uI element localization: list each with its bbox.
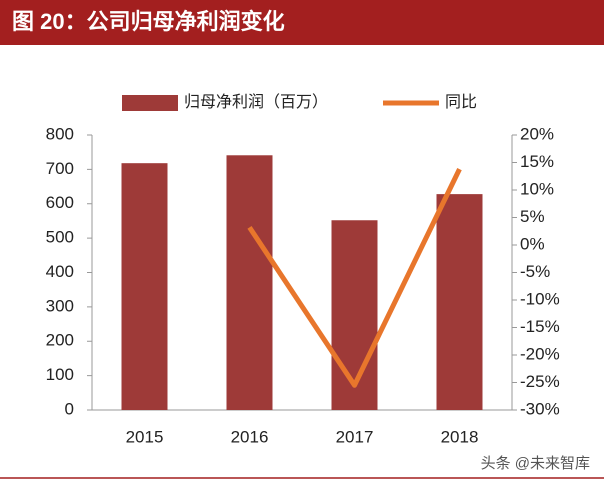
y2-tick-label: -5% xyxy=(520,262,550,281)
watermark: 头条 @未来智库 xyxy=(481,454,590,472)
x-tick-label: 2017 xyxy=(336,427,374,446)
legend-swatch xyxy=(122,95,178,111)
y-tick-label: 0 xyxy=(65,399,74,418)
bar xyxy=(331,220,378,410)
y2-tick-label: 15% xyxy=(520,152,554,171)
x-tick-label: 2016 xyxy=(231,427,269,446)
x-tick-label: 2015 xyxy=(126,427,164,446)
legend-label: 同比 xyxy=(445,93,477,111)
x-tick-label: 2018 xyxy=(441,427,479,446)
y-tick-label: 200 xyxy=(46,331,74,350)
y-tick-label: 100 xyxy=(46,365,74,384)
y2-tick-label: 20% xyxy=(520,124,554,143)
line xyxy=(247,168,462,388)
y-tick-label: 400 xyxy=(46,262,74,281)
y2-tick-label: -10% xyxy=(520,289,560,308)
y-tick-label: 800 xyxy=(46,124,74,143)
y2-tick-label: 5% xyxy=(520,207,545,226)
bar xyxy=(436,194,483,410)
title-bar xyxy=(0,0,604,45)
y2-tick-label: -25% xyxy=(520,372,560,391)
y2-tick-label: -30% xyxy=(520,399,560,418)
bar xyxy=(226,155,273,410)
title: 图 20：公司归母净利润变化 xyxy=(12,9,285,34)
bar xyxy=(121,163,168,410)
y-tick-label: 300 xyxy=(46,296,74,315)
y2-tick-label: 0% xyxy=(520,234,545,253)
y-tick-label: 700 xyxy=(46,159,74,178)
legend-label: 归母净利润（百万） xyxy=(184,93,328,111)
y2-tick-label: 10% xyxy=(520,179,554,198)
y2-tick-label: -15% xyxy=(520,317,560,336)
y-tick-label: 500 xyxy=(46,228,74,247)
y2-tick-label: -20% xyxy=(520,344,560,363)
y-tick-label: 600 xyxy=(46,193,74,212)
